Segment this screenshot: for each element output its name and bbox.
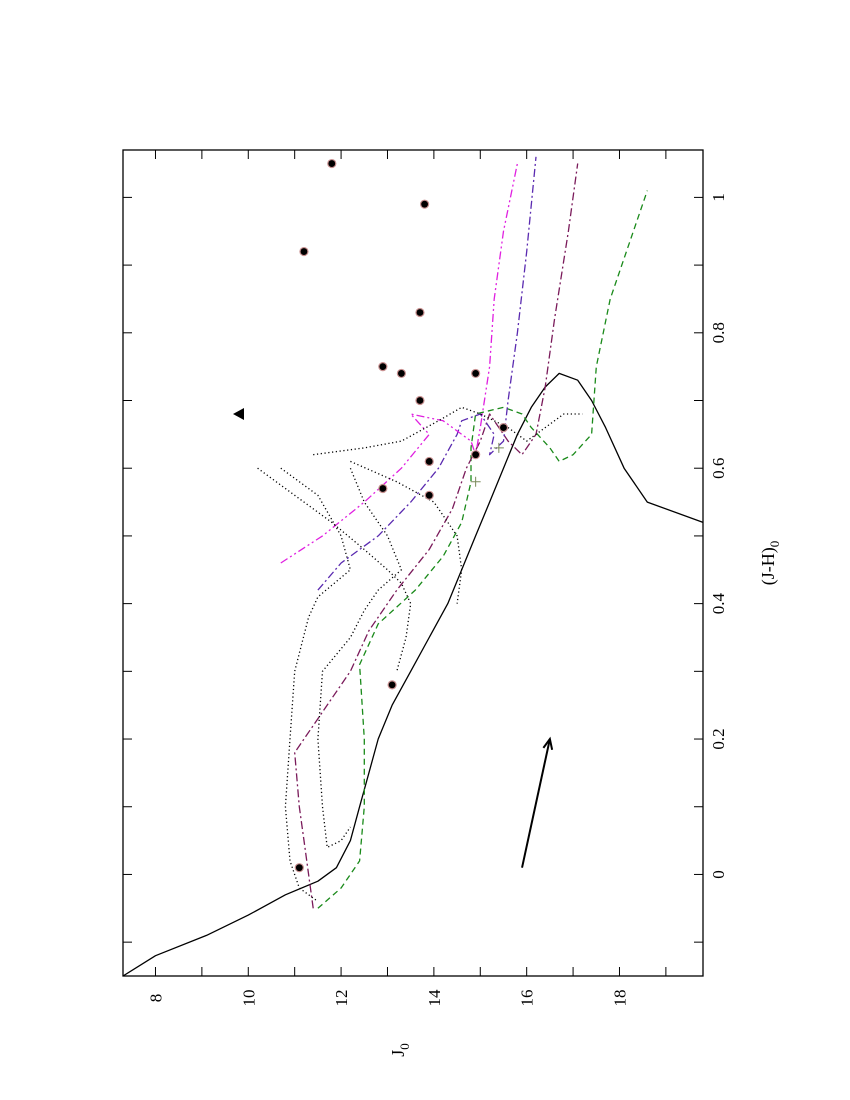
star-point: [472, 451, 480, 459]
model-track-3: [294, 163, 579, 909]
x-tick-label: 0: [709, 870, 728, 879]
model-track-4: [317, 156, 537, 591]
star-point: [416, 397, 424, 404]
model-track-5: [280, 163, 519, 564]
star-point: [500, 424, 507, 431]
triangle-marker: [233, 408, 244, 421]
reddening-arrow-shaft: [521, 738, 551, 868]
star-point: [328, 160, 336, 167]
star-point: [295, 864, 303, 872]
star-point: [398, 370, 405, 377]
star-point: [421, 200, 428, 208]
x-axis-title-main: (J-H): [758, 547, 779, 585]
star-point: [379, 485, 387, 492]
plus-marker: [493, 442, 504, 453]
axis-tick-labels: 00.20.40.60.818 10 12 14 16 18: [146, 193, 728, 1006]
model-track-9: [350, 460, 463, 604]
star-point: [425, 491, 433, 499]
x-axis-title-sub: 0: [767, 541, 782, 548]
model-track-6: [280, 467, 352, 903]
y-axis-title: J0: [388, 1043, 412, 1057]
y-axis-title-sub: 0: [397, 1043, 412, 1050]
y-tick-label: 18: [610, 990, 629, 1007]
y-tick-label: 8: [146, 994, 165, 1003]
x-tick-label: 0.2: [709, 728, 728, 749]
model-track-1: [122, 372, 704, 977]
y-axis-title-main: J: [388, 1050, 408, 1057]
x-tick-label: 0.4: [709, 592, 728, 614]
reddening-arrow-head: [542, 736, 554, 751]
y-tick-label: 12: [332, 990, 351, 1007]
star-point: [388, 681, 396, 689]
star-point: [425, 458, 433, 465]
model-track-10: [313, 406, 583, 456]
star-point: [300, 248, 308, 255]
svg-text:(J-H)0: (J-H)0: [758, 541, 782, 586]
data-markers: [233, 158, 554, 873]
axis-ticks: [123, 150, 703, 976]
x-tick-label: 0.8: [709, 322, 728, 343]
star-point: [416, 309, 424, 316]
svg-text:J0: J0: [388, 1043, 412, 1057]
y-tick-label: 14: [425, 989, 444, 1007]
plus-marker: [470, 476, 481, 487]
model-tracks: [122, 156, 704, 977]
star-point: [472, 370, 480, 377]
y-tick-label: 16: [518, 990, 537, 1007]
model-track-2: [317, 190, 648, 909]
y-tick-label: 10: [239, 990, 258, 1007]
x-tick-label: 1: [709, 193, 728, 202]
x-tick-label: 0.6: [709, 458, 728, 479]
plot-frame: [122, 149, 704, 977]
x-axis-title: (J-H)0: [758, 541, 782, 586]
star-point: [379, 363, 387, 371]
model-track-8: [257, 467, 412, 672]
